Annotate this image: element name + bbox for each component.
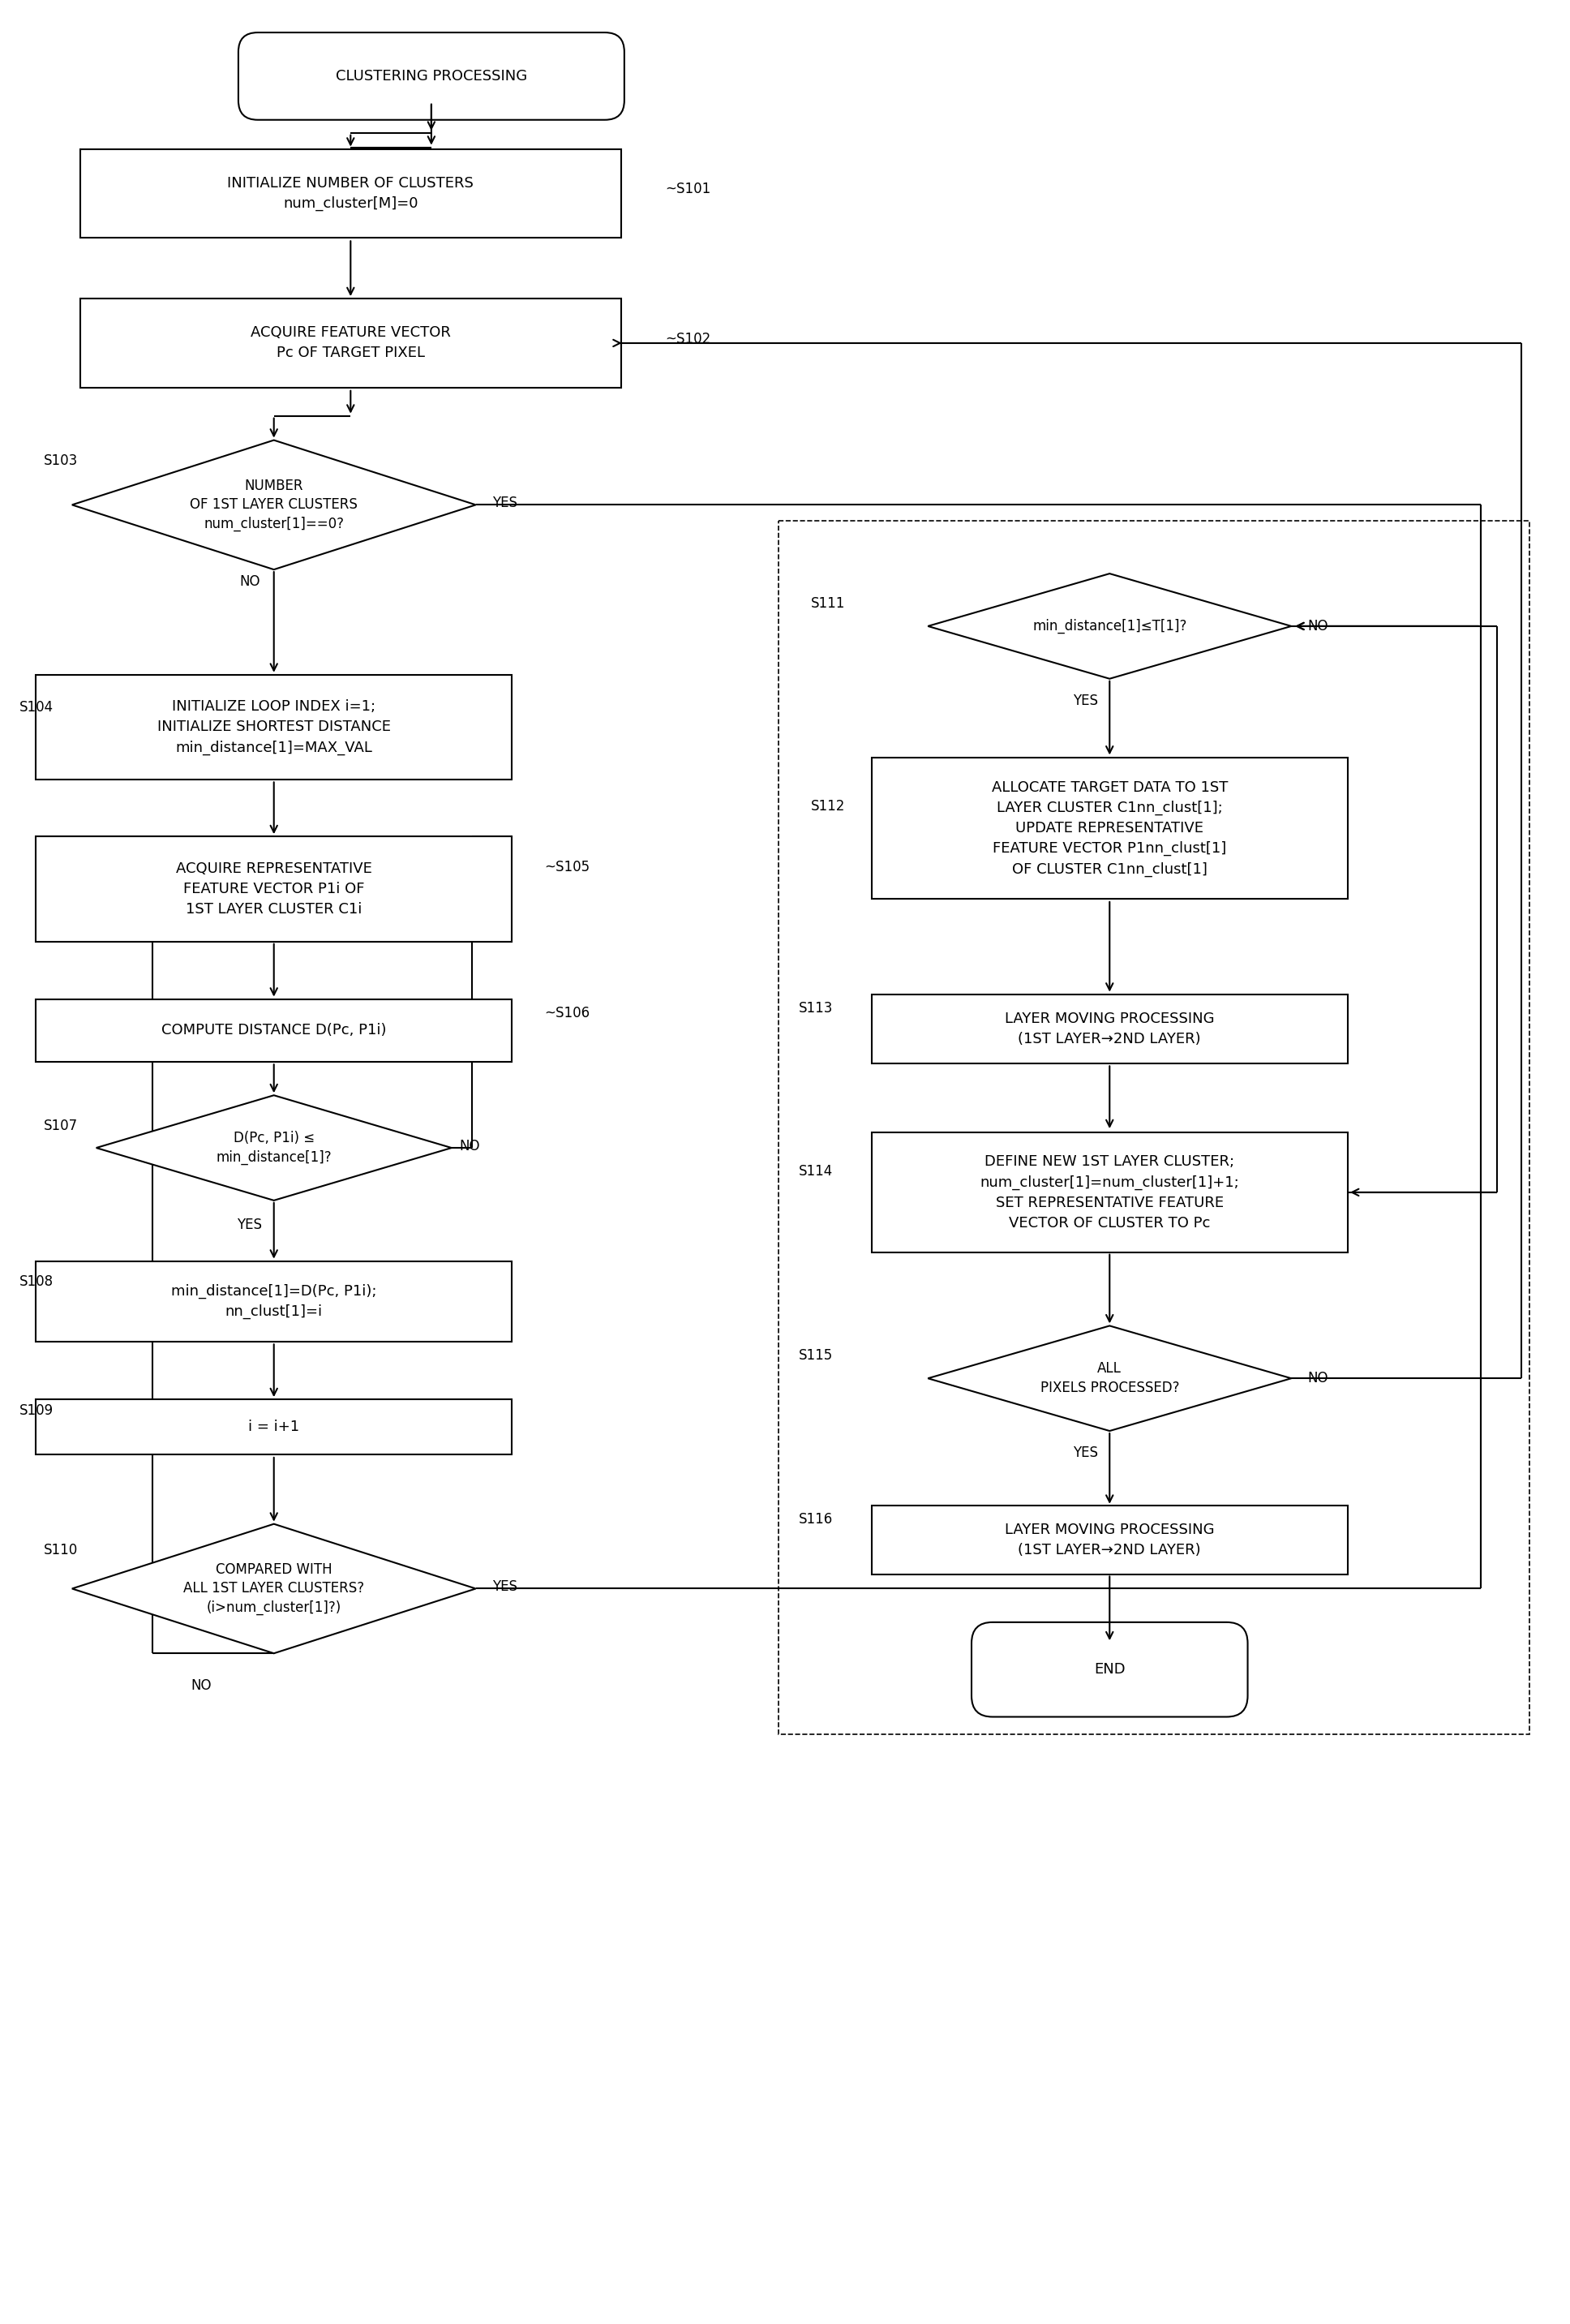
Bar <box>779 521 1529 1734</box>
Text: S109: S109 <box>19 1404 53 1418</box>
Text: NO: NO <box>460 1139 480 1153</box>
Text: ~S105: ~S105 <box>545 860 590 874</box>
Text: S107: S107 <box>44 1118 79 1134</box>
Text: NO: NO <box>192 1678 212 1692</box>
Text: YES: YES <box>1072 1446 1097 1459</box>
Bar <box>871 995 1347 1064</box>
Text: COMPARED WITH
ALL 1ST LAYER CLUSTERS?
(i>num_cluster[1]?): COMPARED WITH ALL 1ST LAYER CLUSTERS? (i… <box>184 1562 364 1615</box>
Text: S104: S104 <box>19 700 53 713</box>
Text: ALL
PIXELS PROCESSED?: ALL PIXELS PROCESSED? <box>1039 1362 1179 1394</box>
Text: ~S106: ~S106 <box>545 1006 590 1020</box>
Text: min_distance[1]=D(Pc, P1i);
nn_clust[1]=i: min_distance[1]=D(Pc, P1i); nn_clust[1]=… <box>171 1283 377 1320</box>
Text: min_distance[1]≤T[1]?: min_distance[1]≤T[1]? <box>1033 618 1187 634</box>
Polygon shape <box>928 1325 1291 1432</box>
FancyBboxPatch shape <box>239 33 625 121</box>
Bar <box>36 999 512 1062</box>
Text: CLUSTERING PROCESSING: CLUSTERING PROCESSING <box>336 70 528 84</box>
Polygon shape <box>96 1095 452 1202</box>
Bar <box>871 1132 1347 1253</box>
Text: END: END <box>1094 1662 1126 1678</box>
Bar <box>871 758 1347 899</box>
Text: NO: NO <box>1308 1371 1328 1385</box>
Text: DEFINE NEW 1ST LAYER CLUSTER;
num_cluster[1]=num_cluster[1]+1;
SET REPRESENTATIV: DEFINE NEW 1ST LAYER CLUSTER; num_cluste… <box>980 1155 1239 1229</box>
Text: INITIALIZE LOOP INDEX i=1;
INITIALIZE SHORTEST DISTANCE
min_distance[1]=MAX_VAL: INITIALIZE LOOP INDEX i=1; INITIALIZE SH… <box>157 700 391 755</box>
Polygon shape <box>72 439 476 569</box>
Bar <box>36 674 512 781</box>
FancyBboxPatch shape <box>972 1622 1248 1717</box>
Text: i = i+1: i = i+1 <box>248 1420 300 1434</box>
Text: LAYER MOVING PROCESSING
(1ST LAYER→2ND LAYER): LAYER MOVING PROCESSING (1ST LAYER→2ND L… <box>1005 1522 1215 1557</box>
Text: S114: S114 <box>799 1164 834 1178</box>
Bar <box>36 1262 512 1341</box>
Text: NO: NO <box>239 574 261 588</box>
Bar <box>80 149 622 237</box>
Bar <box>871 1506 1347 1573</box>
Polygon shape <box>928 574 1291 679</box>
Text: YES: YES <box>491 1580 517 1594</box>
Text: NUMBER
OF 1ST LAYER CLUSTERS
num_cluster[1]==0?: NUMBER OF 1ST LAYER CLUSTERS num_cluster… <box>190 479 358 532</box>
Text: INITIALIZE NUMBER OF CLUSTERS
num_cluster[M]=0: INITIALIZE NUMBER OF CLUSTERS num_cluste… <box>228 177 474 211</box>
Text: YES: YES <box>1072 693 1097 709</box>
Text: S110: S110 <box>44 1543 79 1557</box>
Polygon shape <box>72 1525 476 1652</box>
Text: ~S101: ~S101 <box>666 181 711 198</box>
Text: NO: NO <box>1308 618 1328 634</box>
Text: ALLOCATE TARGET DATA TO 1ST
LAYER CLUSTER C1nn_clust[1];
UPDATE REPRESENTATIVE
F: ALLOCATE TARGET DATA TO 1ST LAYER CLUSTE… <box>991 781 1228 876</box>
Text: S113: S113 <box>799 1002 834 1016</box>
Text: S116: S116 <box>799 1513 834 1527</box>
Text: LAYER MOVING PROCESSING
(1ST LAYER→2ND LAYER): LAYER MOVING PROCESSING (1ST LAYER→2ND L… <box>1005 1011 1215 1046</box>
Text: S111: S111 <box>810 597 845 611</box>
Text: YES: YES <box>491 495 517 511</box>
Text: D(Pc, P1i) ≤
min_distance[1]?: D(Pc, P1i) ≤ min_distance[1]? <box>217 1132 331 1164</box>
Text: ACQUIRE FEATURE VECTOR
Pc OF TARGET PIXEL: ACQUIRE FEATURE VECTOR Pc OF TARGET PIXE… <box>251 325 451 360</box>
Text: ~S102: ~S102 <box>666 332 711 346</box>
Text: S103: S103 <box>44 453 79 467</box>
Bar <box>36 1399 512 1455</box>
Text: S115: S115 <box>799 1348 834 1362</box>
Text: S108: S108 <box>19 1274 53 1287</box>
Text: COMPUTE DISTANCE D(Pc, P1i): COMPUTE DISTANCE D(Pc, P1i) <box>162 1023 386 1039</box>
Text: YES: YES <box>237 1218 262 1232</box>
Text: S112: S112 <box>810 799 845 813</box>
Text: ACQUIRE REPRESENTATIVE
FEATURE VECTOR P1i OF
1ST LAYER CLUSTER C1i: ACQUIRE REPRESENTATIVE FEATURE VECTOR P1… <box>176 862 372 916</box>
Bar <box>36 837 512 941</box>
Bar <box>80 297 622 388</box>
